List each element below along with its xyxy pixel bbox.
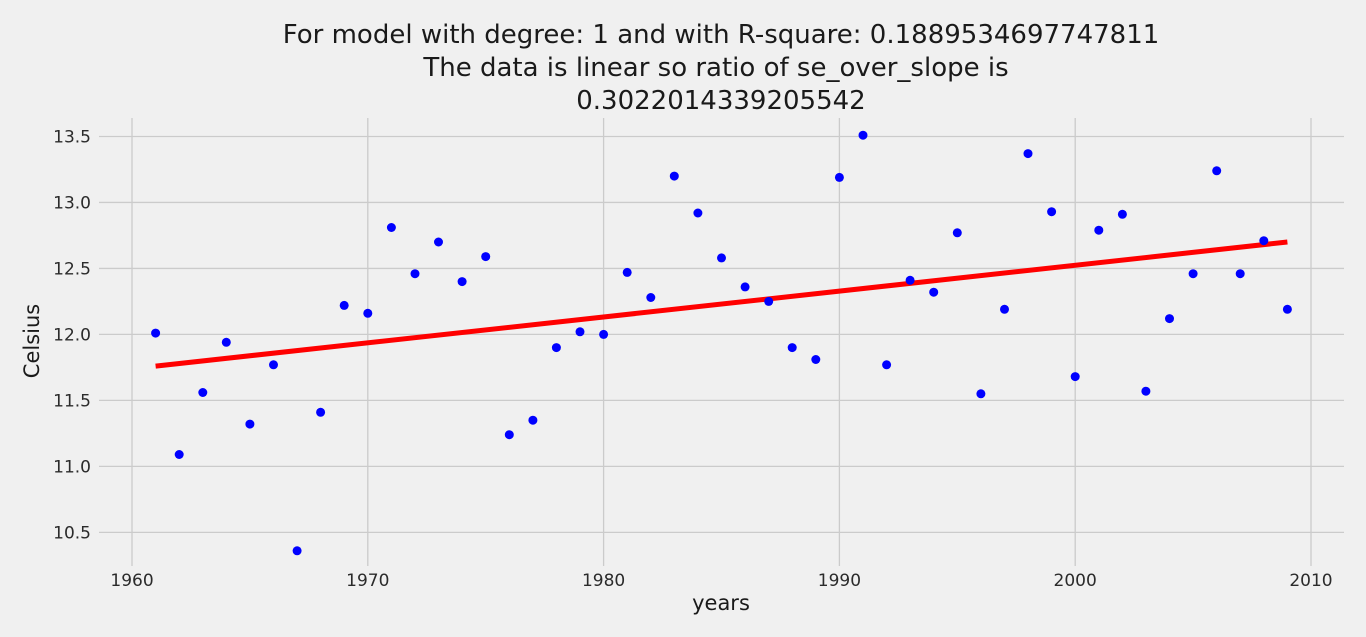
y-tick-label: 11.5 xyxy=(53,391,91,411)
data-point xyxy=(929,287,939,297)
y-tick-label: 13.5 xyxy=(53,127,91,147)
data-point xyxy=(858,130,868,140)
data-point xyxy=(834,172,844,182)
y-tick-label: 10.5 xyxy=(53,523,91,543)
x-axis-label: years xyxy=(692,591,750,615)
data-point xyxy=(1023,149,1033,159)
data-point xyxy=(575,327,585,337)
data-point xyxy=(1141,386,1151,396)
data-point xyxy=(504,430,514,440)
data-point xyxy=(693,208,703,218)
grid xyxy=(99,118,1344,566)
data-point xyxy=(457,277,467,287)
data-point xyxy=(1070,372,1080,382)
data-point xyxy=(1282,304,1292,314)
data-point xyxy=(764,296,774,306)
data-point xyxy=(174,450,184,459)
x-tick-label: 1980 xyxy=(582,571,625,591)
y-tick-label: 13.0 xyxy=(53,193,91,213)
data-point xyxy=(1259,236,1269,246)
fit-line-layer xyxy=(155,239,1288,369)
data-point xyxy=(882,360,892,370)
data-point xyxy=(1094,225,1104,235)
data-point xyxy=(481,252,491,262)
tick-labels: 1960 1970 1980 1990 2000 2010 10.5 11.0 11.5 12.0… xyxy=(53,127,1332,591)
data-point xyxy=(1188,269,1198,279)
data-point xyxy=(1047,207,1057,217)
x-tick-label: 1960 xyxy=(110,571,153,591)
data-point xyxy=(952,228,962,238)
data-point xyxy=(905,275,915,285)
data-point xyxy=(787,343,797,353)
data-point xyxy=(1212,166,1222,176)
data-point xyxy=(198,388,208,397)
y-tick-label: 12.0 xyxy=(53,325,91,345)
chart-title-line-2: The data is linear so ratio of se_over_s… xyxy=(422,53,1008,83)
data-point xyxy=(669,171,679,181)
data-point xyxy=(976,389,986,399)
data-point xyxy=(221,337,231,347)
y-axis-label: Celsius xyxy=(20,304,44,378)
data-point xyxy=(740,282,750,292)
data-point xyxy=(717,253,726,263)
x-tick-label: 1990 xyxy=(818,571,861,591)
data-point xyxy=(1117,209,1127,219)
data-point xyxy=(1165,314,1174,324)
data-point xyxy=(434,237,443,247)
data-point xyxy=(386,223,396,232)
data-point xyxy=(410,269,420,279)
data-point xyxy=(551,343,561,353)
data-point xyxy=(1000,304,1009,314)
y-tick-label: 11.0 xyxy=(53,457,91,477)
data-point xyxy=(363,308,373,318)
chart-title-line-3: 0.3022014339205542 xyxy=(576,86,865,116)
chart-title-line-1: For model with degree: 1 and with R-squa… xyxy=(283,20,1160,50)
data-point xyxy=(599,329,609,339)
regression-line xyxy=(155,239,1288,369)
data-point xyxy=(269,360,278,370)
data-point xyxy=(811,355,821,364)
data-point xyxy=(245,419,255,429)
data-point xyxy=(528,415,538,425)
data-point xyxy=(622,267,632,277)
x-tick-label: 2000 xyxy=(1054,571,1097,591)
x-tick-label: 1970 xyxy=(346,571,389,591)
scatter-points xyxy=(151,130,1292,556)
y-tick-label: 12.5 xyxy=(53,259,91,279)
data-point xyxy=(316,407,326,417)
data-point xyxy=(646,293,656,302)
data-point xyxy=(1235,269,1245,279)
data-point xyxy=(292,546,302,556)
data-point xyxy=(151,328,161,338)
data-point xyxy=(339,300,349,310)
x-tick-label: 2010 xyxy=(1289,571,1332,591)
